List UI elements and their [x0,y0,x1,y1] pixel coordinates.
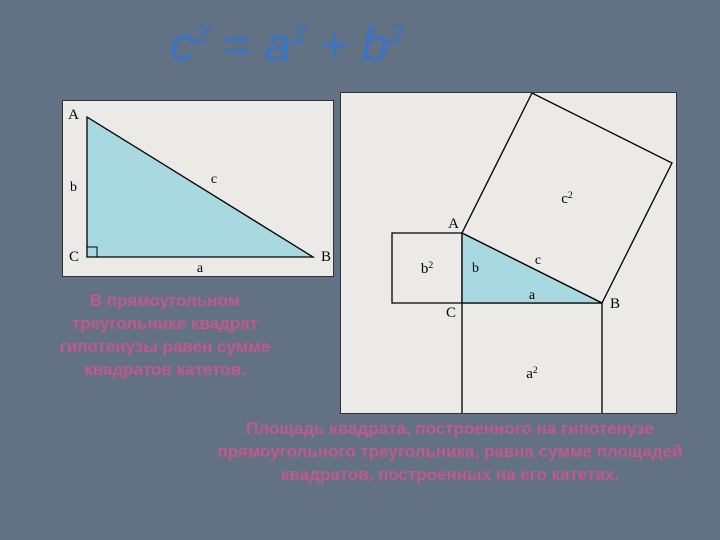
caption-areas: Площадь квадрата, построенного на гипоте… [215,418,685,487]
pythagoras-formula: c2 = a2 + b2 [170,18,404,73]
caption-theorem: В прямоугольном треугольнике квадрат гип… [40,290,290,382]
svg-text:c: c [211,172,217,187]
svg-text:C: C [69,249,79,265]
svg-text:a: a [197,261,204,276]
svg-text:b2: b2 [421,260,434,278]
svg-text:C: C [446,305,456,321]
svg-text:B: B [321,249,331,265]
svg-text:A: A [68,107,79,123]
svg-text:a2: a2 [526,365,538,383]
figure-triangle: A B Cb a c [62,100,334,277]
svg-text:A: A [448,216,459,232]
svg-text:b: b [70,180,77,195]
svg-text:c: c [535,253,541,268]
figure-squares: A B Cb a c a2 b2 c2 [340,92,677,414]
svg-text:b: b [472,261,479,276]
svg-text:c2: c2 [561,190,573,208]
svg-text:B: B [610,296,620,312]
svg-text:a: a [529,288,536,303]
